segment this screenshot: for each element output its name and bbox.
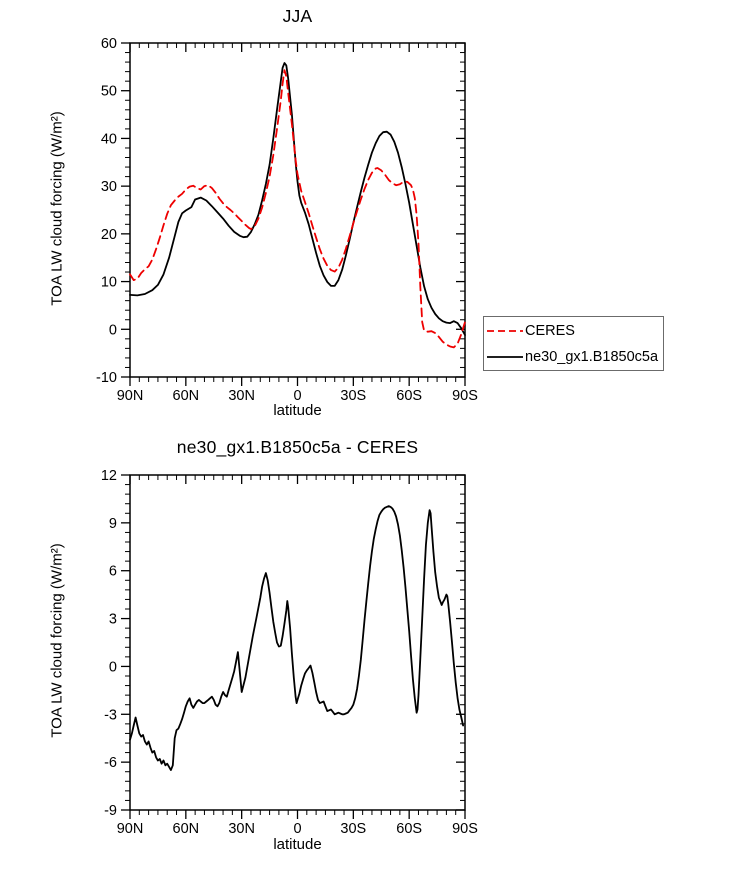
top-chart-xlabel: latitude (273, 402, 322, 419)
plot-frame (129, 474, 466, 811)
x-tick-label: 30S (340, 388, 366, 404)
y-tick-label: 9 (109, 516, 117, 532)
legend: CERES ne30_gx1.B1850c5a (483, 316, 664, 371)
y-tick-label: -6 (104, 755, 117, 771)
x-tick-label: 60N (173, 821, 200, 837)
x-tick-label: 60S (396, 821, 422, 837)
y-tick-label: -9 (104, 803, 117, 819)
x-tick-label: 30N (228, 388, 255, 404)
legend-line-dashed-icon (487, 329, 523, 332)
y-tick-label: 50 (101, 84, 117, 100)
y-tick-label: 40 (101, 131, 117, 147)
y-tick-label: 10 (101, 275, 117, 291)
x-tick-label: 30S (340, 821, 366, 837)
y-tick-label: -3 (104, 707, 117, 723)
x-tick-label: 90S (452, 388, 478, 404)
y-tick-label: 60 (101, 36, 117, 52)
legend-line-solid-icon (487, 355, 523, 358)
y-tick-label: 0 (109, 322, 117, 338)
legend-label-ceres: CERES (525, 322, 575, 339)
bottom-chart-xlabel: latitude (273, 836, 322, 853)
x-tick-label: 90N (117, 821, 144, 837)
top-chart-plot: 90N 60N 30N 0 30S 60S 90S -10 0 10 20 30 40 50 60 (96, 36, 478, 404)
plot-frame (129, 42, 466, 378)
x-tick-label: 90S (452, 821, 478, 837)
legend-entry-ceres: CERES (484, 318, 663, 344)
y-tick-label: 6 (109, 564, 117, 580)
legend-entry-model: ne30_gx1.B1850c5a (484, 344, 663, 370)
x-tick-label: 90N (117, 388, 144, 404)
x-tick-label: 60S (396, 388, 422, 404)
series-ne30-gx1-b1850c5a (129, 62, 466, 336)
bottom-chart-plot: 90N 60N 30N 0 30S 60S 90S -9 -6 -3 0 3 6 9 12 (101, 468, 478, 837)
series-ceres (129, 69, 466, 349)
x-tick-label: 30N (228, 821, 255, 837)
y-tick-label: 0 (109, 659, 117, 675)
y-tick-label: -10 (96, 370, 117, 386)
bottom-chart-title: ne30_gx1.B1850c5a - CERES (176, 437, 419, 457)
x-tick-label: 60N (173, 388, 200, 404)
top-chart-title: JJA (282, 6, 313, 26)
series-ne30-gx1-b1850c5a-ceres (129, 505, 465, 772)
x-tick-label: 0 (293, 821, 301, 837)
y-tick-label: 3 (109, 612, 117, 628)
y-tick-label: 20 (101, 227, 117, 243)
y-tick-label: 30 (101, 179, 117, 195)
y-tick-label: 12 (101, 468, 117, 484)
legend-label-model: ne30_gx1.B1850c5a (525, 348, 659, 365)
x-tick-label: 0 (293, 388, 301, 404)
